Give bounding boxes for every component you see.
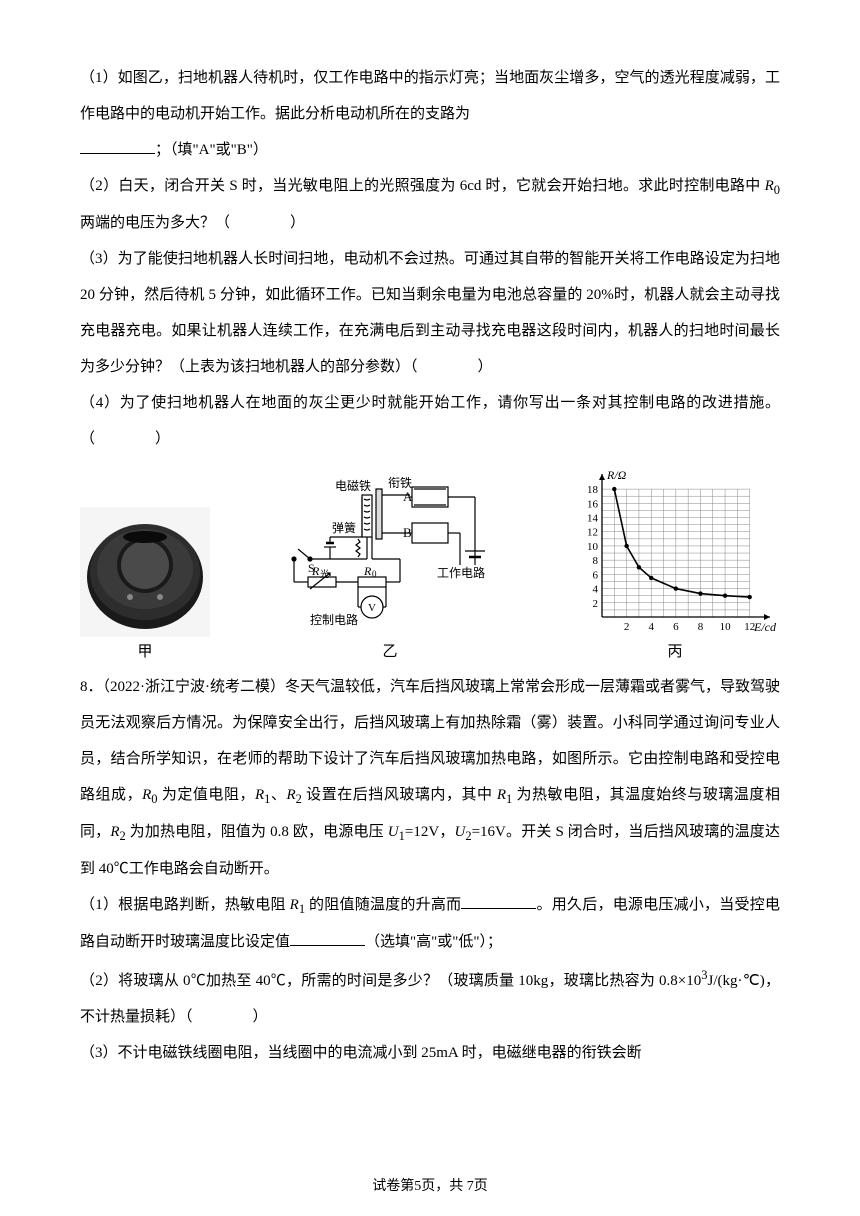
svg-text:2: 2 xyxy=(593,598,599,610)
fig-label-c: 丙 xyxy=(667,641,682,664)
svg-text:12: 12 xyxy=(587,527,598,539)
svg-text:10: 10 xyxy=(720,621,732,633)
q8-p1a: （1）根据电路判断，热敏电阻 xyxy=(80,897,290,913)
label-B: B xyxy=(403,525,412,540)
svg-text:6: 6 xyxy=(673,621,679,633)
figure-row: 甲 xyxy=(80,467,780,664)
q8-part2: （2）将玻璃从 0℃加热至 40℃，所需的时间是多少？（玻璃质量 10kg，玻璃… xyxy=(80,960,780,1035)
q7-part3: （3）为了能使扫地机器人长时间扫地，电动机不会过热。可通过其自带的智能开关将工作… xyxy=(80,241,780,385)
q8-part1: （1）根据电路判断，热敏电阻 R1 的阻值随温度的升高而。用久后，电源电压减小，… xyxy=(80,887,780,960)
label-Rlight-sub: 光 xyxy=(320,568,329,579)
label-V: V xyxy=(368,602,376,614)
q8-R2: R xyxy=(286,787,295,803)
q8-ig: =12V， xyxy=(405,824,455,840)
q8-ib: 为定值电阻， xyxy=(158,787,255,803)
q8-id: 设置在后挡风玻璃内，其中 xyxy=(302,787,497,803)
q8-part3: （3）不计电磁铁线圈电阻，当线圈中的电流减小到 25mA 时，电磁继电器的衔铁会… xyxy=(80,1035,780,1071)
footer-text: 试卷第5页，共 7页 xyxy=(372,1179,488,1194)
svg-text:6: 6 xyxy=(593,569,599,581)
q8-U2: U xyxy=(455,824,466,840)
label-spring: 弹簧 xyxy=(332,520,356,535)
q8-if: 为加热电阻，阻值为 0.8 欧，电源电压 xyxy=(126,824,388,840)
figure-a-col: 甲 xyxy=(80,507,210,664)
q7-part2: （2）白天，闭合开关 S 时，当光敏电阻上的光照强度为 6cd 时，它就会开始扫… xyxy=(80,168,780,241)
fig-label-b: 乙 xyxy=(382,641,397,664)
q7-part1: （1）如图乙，扫地机器人待机时，仅工作电路中的指示灯亮；当地面灰尘增多，空气的透… xyxy=(80,60,780,132)
svg-text:E/cd: E/cd xyxy=(753,620,777,634)
fig-label-a: 甲 xyxy=(137,641,152,664)
q8-p2a: （2）将玻璃从 0℃加热至 40℃，所需的时间是多少？（玻璃质量 10kg，玻璃… xyxy=(80,973,701,989)
svg-text:18: 18 xyxy=(587,484,599,496)
page-footer: 试卷第5页，共 7页 xyxy=(0,1179,860,1196)
q7-part1-suffix: ；（填"A"或"B"） xyxy=(155,142,268,158)
svg-text:4: 4 xyxy=(648,621,654,633)
q8-p1d: （选填"高"或"低"）； xyxy=(365,934,502,950)
q8-R1b: R xyxy=(497,787,506,803)
label-control-circuit: 控制电路 xyxy=(310,612,358,627)
blank-high-low[interactable] xyxy=(290,931,365,946)
svg-text:4: 4 xyxy=(593,584,599,596)
q8-R0: R xyxy=(142,787,151,803)
q8-intro-a: 8．（2022·浙江宁波·统考二模）冬天气温较低，汽车后挡风玻璃上常常会形成一层… xyxy=(80,679,780,803)
resistance-vs-light-graph: 2468101214161824681012R/ΩE/cd xyxy=(570,467,780,637)
q7-part2b: 两端的电压为多大？（ ） xyxy=(80,215,305,231)
q7-part2a: （2）白天，闭合开关 S 时，当光敏电阻上的光照强度为 6cd 时，它就会开始扫… xyxy=(80,178,765,194)
blank-resistance-trend[interactable] xyxy=(461,894,536,909)
svg-text:8: 8 xyxy=(698,621,704,633)
svg-text:2: 2 xyxy=(624,621,630,633)
label-Rlight: R xyxy=(311,564,320,578)
q7-part4-text: （4）为了使扫地机器人在地面的灰尘更少时就能开始工作，请你写出一条对其控制电路的… xyxy=(80,395,780,447)
q8-ic: 、 xyxy=(270,787,286,803)
svg-text:16: 16 xyxy=(587,498,599,510)
svg-text:R/Ω: R/Ω xyxy=(606,468,627,482)
label-R0: R xyxy=(363,564,372,578)
figure-b-col: 电磁铁 衔铁 弹簧 S A B 工作电路 控制电路 R 光 R 0 V 乙 xyxy=(280,477,500,664)
blank-a-or-b[interactable] xyxy=(80,139,155,154)
q8-R1: R xyxy=(255,787,264,803)
svg-text:14: 14 xyxy=(587,513,599,525)
r0-sym: R xyxy=(765,178,774,194)
q8-p3: （3）不计电磁铁线圈电阻，当线圈中的电流减小到 25mA 时，电磁继电器的衔铁会… xyxy=(80,1045,642,1061)
label-A: A xyxy=(403,489,413,504)
r0-sub: 0 xyxy=(774,183,780,197)
label-electromagnet: 电磁铁 xyxy=(335,478,371,493)
q7-part3-text: （3）为了能使扫地机器人长时间扫地，电动机不会过热。可通过其自带的智能开关将工作… xyxy=(80,251,780,375)
q8-intro: 8．（2022·浙江宁波·统考二模）冬天气温较低，汽车后挡风玻璃上常常会形成一层… xyxy=(80,669,780,887)
circuit-diagram: 电磁铁 衔铁 弹簧 S A B 工作电路 控制电路 R 光 R 0 V xyxy=(280,477,500,637)
svg-text:8: 8 xyxy=(593,555,599,567)
svg-text:10: 10 xyxy=(587,541,599,553)
q8-p1R1: R xyxy=(290,897,299,913)
figure-c-col: 2468101214161824681012R/ΩE/cd 丙 xyxy=(570,467,780,664)
label-work-circuit: 工作电路 xyxy=(437,565,485,580)
q8-p1b: 的阻值随温度的升高而 xyxy=(305,897,461,913)
robot-vacuum-image xyxy=(80,507,210,637)
q7-part1-blank-line: ；（填"A"或"B"） xyxy=(80,132,780,168)
q7-part1-text: （1）如图乙，扫地机器人待机时，仅工作电路中的指示灯亮；当地面灰尘增多，空气的透… xyxy=(80,70,780,122)
q8-U1: U xyxy=(388,824,399,840)
q8-R2b: R xyxy=(110,824,119,840)
label-R0-sub: 0 xyxy=(372,569,377,579)
q7-part4: （4）为了使扫地机器人在地面的灰尘更少时就能开始工作，请你写出一条对其控制电路的… xyxy=(80,385,780,457)
